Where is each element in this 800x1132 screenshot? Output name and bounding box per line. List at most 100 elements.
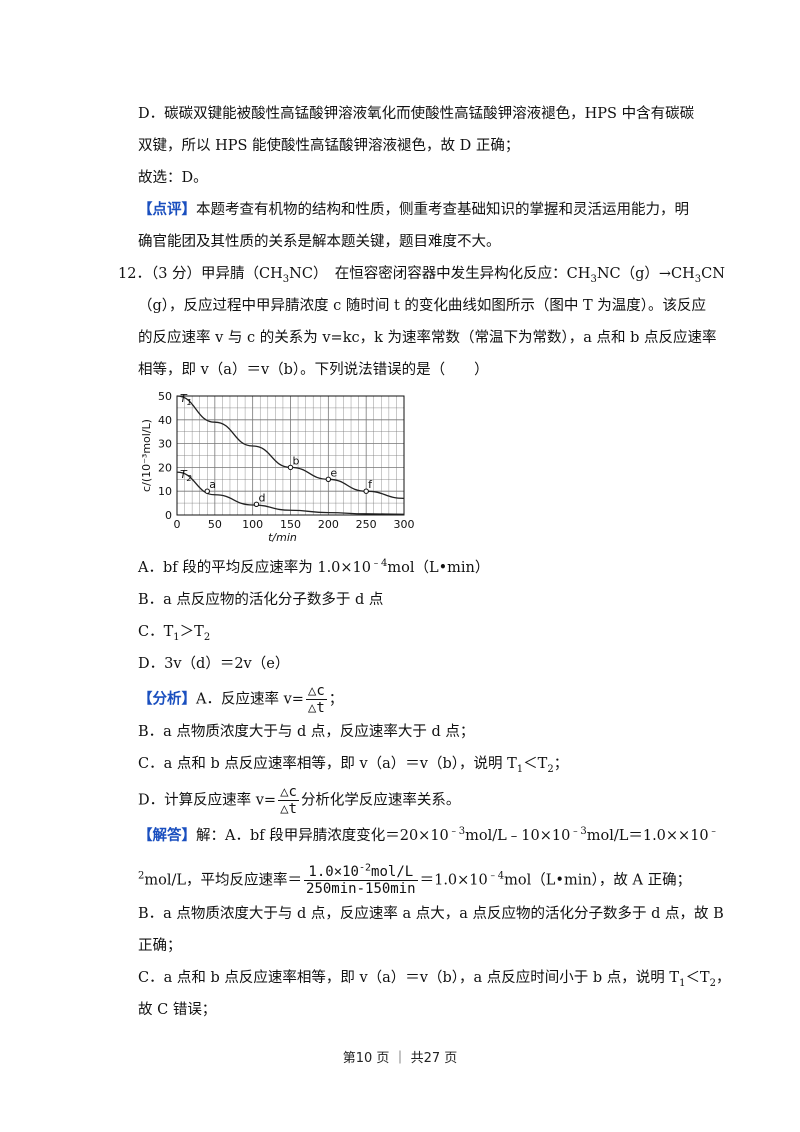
question-12-line-3: 的反应速率 v 与 c 的关系为 v=kc，k 为速率常数（常温下为常数），a … bbox=[138, 330, 717, 346]
analysis-line-b: B．a 点物质浓度大于与 d 点，反应速率大于 d 点； bbox=[138, 724, 475, 740]
x-tick-label: 200 bbox=[318, 518, 339, 531]
answer-c-line-2: 故 C 错误； bbox=[138, 1002, 217, 1018]
q12-text-c: NC（g）→CH bbox=[596, 266, 695, 282]
option-d-explanation-line-2: 双键，所以 HPS 能使酸性高锰酸钾溶液褪色，故 D 正确； bbox=[138, 138, 520, 154]
option-d-explanation-line-1: D．碳碳双键能被酸性高锰酸钾溶液氧化而使酸性高锰酸钾溶液褪色，HPS 中含有碳碳 bbox=[138, 106, 695, 122]
answer-text-2c: mol（L•min），故 A 正确； bbox=[504, 872, 692, 889]
answer-line-1: 【解答】解：A．bf 段甲异腈浓度变化＝20×10﹣3mol/L﹣10×10﹣3… bbox=[138, 826, 719, 846]
analysis-c-text: C．a 点和 b 点反应速率相等，即 v（a）＝v（b），说明 T bbox=[138, 756, 517, 772]
x-tick-label: 300 bbox=[394, 518, 415, 531]
analysis-tag: 【分析】 bbox=[138, 690, 196, 708]
answer-choice: 故选：D。 bbox=[138, 170, 208, 186]
y-tick-label: 10 bbox=[158, 485, 172, 498]
rate-fraction: △c △t bbox=[305, 683, 327, 716]
q12-text-b: NC） 在恒容密闭容器中发生异构化反应：CH bbox=[289, 266, 591, 282]
x-tick-label: 150 bbox=[280, 518, 301, 531]
series-line-t2 bbox=[176, 471, 405, 515]
x-tick-label: 250 bbox=[356, 518, 377, 531]
option-c-text-2: ＞T bbox=[179, 624, 204, 640]
series-label-t1: T1 bbox=[180, 392, 192, 407]
analysis-c-text-2: ＜T bbox=[523, 756, 548, 772]
point-label-d: d bbox=[258, 491, 265, 504]
answer-text-2b: ＝1.0×10 bbox=[419, 872, 488, 889]
fraction-numerator-unit: mol/L bbox=[371, 864, 414, 880]
analysis-line-d: D．计算反应速率 v= △c △t 分析化学反应速率关系。 bbox=[138, 784, 460, 817]
analysis-a-suffix: ； bbox=[328, 691, 344, 708]
analysis-a-text: A．反应速率 v= bbox=[196, 691, 304, 708]
x-tick-label: 0 bbox=[174, 518, 181, 531]
answer-c-text: C．a 点和 b 点反应速率相等，即 v（a）＝v（b），a 点反应时间小于 b… bbox=[138, 970, 680, 986]
superscript: ﹣3 bbox=[448, 826, 466, 838]
answer-c-text-2: ＜T bbox=[685, 970, 710, 986]
x-axis-label: t/min bbox=[268, 531, 297, 542]
superscript: ﹣4 bbox=[487, 870, 505, 882]
fraction-numerator: △c bbox=[278, 784, 299, 801]
point-label-e: e bbox=[330, 466, 337, 479]
answer-b-line-1: B．a 点物质浓度大于与 d 点，反应速率 a 点大，a 点反应物的活化分子数多… bbox=[138, 906, 724, 922]
data-point-f bbox=[363, 488, 369, 494]
option-c: C．T1＞T2 bbox=[138, 622, 210, 642]
y-tick-label: 20 bbox=[158, 461, 172, 474]
data-point-a bbox=[204, 488, 210, 494]
rate-fraction: △c △t bbox=[278, 784, 299, 817]
subscript: 2 bbox=[709, 977, 716, 989]
answer-b-line-2: 正确； bbox=[138, 938, 182, 954]
review-line-1: 【点评】本题考查有机物的结构和性质，侧重考查基础知识的掌握和灵活运用能力，明 bbox=[138, 200, 689, 220]
option-a-unit: mol（L•min） bbox=[387, 560, 490, 576]
subscript: 3 bbox=[590, 273, 597, 285]
x-tick-label: 50 bbox=[208, 518, 222, 531]
q12-text-a: 12．（3 分）甲异腈（CH bbox=[118, 266, 283, 282]
y-tick-label: 40 bbox=[158, 414, 172, 427]
option-a: A．bf 段的平均反应速率为 1.0×10﹣4mol（L•min） bbox=[138, 558, 489, 578]
review-text-1: 本题考查有机物的结构和性质，侧重考查基础知识的掌握和灵活运用能力，明 bbox=[196, 202, 689, 218]
option-d: D．3v（d）＝2v（e） bbox=[138, 656, 290, 672]
series-label-subscript: 2 bbox=[187, 474, 192, 483]
y-tick-label: 30 bbox=[158, 438, 172, 451]
data-point-e bbox=[325, 476, 332, 483]
option-a-text: A．bf 段的平均反应速率为 1.0×10 bbox=[138, 560, 371, 576]
point-label-b: b bbox=[293, 454, 300, 467]
series-label-subscript: 1 bbox=[187, 398, 192, 407]
question-12-line-4: 相等，即 v（a）＝v（b）。下列说法错误的是（ ） bbox=[138, 362, 489, 378]
y-axis-label: c/(10⁻³mol/L) bbox=[140, 419, 153, 492]
review-line-2: 确官能团及其性质的关系是解本题关键，题目难度不大。 bbox=[138, 234, 501, 250]
page-footer: 第10 页 ｜ 共27 页 bbox=[342, 1051, 458, 1066]
subscript: 3 bbox=[282, 273, 290, 285]
answer-c-line-1: C．a 点和 b 点反应速率相等，即 v（a）＝v（b），a 点反应时间小于 b… bbox=[138, 968, 730, 988]
subscript: 2 bbox=[547, 763, 554, 775]
y-tick-label: 50 bbox=[158, 390, 172, 403]
answer-c-suffix: ， bbox=[715, 970, 731, 986]
answer-fraction: 1.0×10-2mol/L 250min-150min bbox=[304, 862, 418, 897]
analysis-d-text: D．计算反应速率 v= bbox=[138, 792, 277, 809]
question-12-line-1: 12．（3 分）甲异腈（CH3NC） 在恒容密闭容器中发生异构化反应：CH3NC… bbox=[118, 264, 725, 284]
answer-text-2a: mol/L，平均反应速率＝ bbox=[144, 872, 303, 889]
plot-frame bbox=[176, 395, 405, 516]
concentration-time-chart: 0 50 100 150 200 250 300 0 10 20 30 40 50 t/min c/(10⁻… bbox=[140, 390, 415, 542]
review-tag: 【点评】 bbox=[138, 201, 196, 218]
point-label-f: f bbox=[368, 478, 373, 491]
q12-text-d: CN bbox=[701, 266, 725, 282]
fraction-numerator-value: 1.0×10 bbox=[308, 864, 359, 880]
option-c-text: C．T bbox=[138, 624, 174, 640]
subscript: 1 bbox=[173, 631, 180, 643]
data-point-d bbox=[253, 501, 260, 507]
y-tick-label: 0 bbox=[165, 509, 172, 522]
answer-text-c: mol/L＝1.0××10 bbox=[586, 828, 709, 844]
fraction-denominator: △t bbox=[280, 801, 297, 817]
fraction-denominator: 250min-150min bbox=[306, 881, 416, 897]
analysis-line-c: C．a 点和 b 点反应速率相等，即 v（a）＝v（b），说明 T1＜T2； bbox=[138, 754, 568, 774]
fraction-numerator: 1.0×10-2mol/L bbox=[304, 862, 418, 881]
question-12-line-2: （g），反应过程中甲异腈浓度 c 随时间 t 的变化曲线如图所示（图中 T 为温… bbox=[138, 298, 707, 314]
x-tick-label: 100 bbox=[242, 518, 263, 531]
superscript: -2 bbox=[358, 862, 372, 874]
data-point-b bbox=[287, 464, 294, 471]
fraction-numerator: △c bbox=[305, 683, 327, 700]
point-label-a: a bbox=[209, 478, 216, 491]
answer-line-2: 2mol/L，平均反应速率＝ 1.0×10-2mol/L 250min-150min… bbox=[138, 862, 692, 897]
analysis-line-a: 【分析】A．反应速率 v= △c △t； bbox=[138, 683, 343, 716]
subscript: 2 bbox=[203, 631, 211, 643]
analysis-d-text-2: 分析化学反应速率关系。 bbox=[300, 792, 461, 809]
superscript: ﹣ bbox=[708, 826, 719, 838]
superscript: ﹣3 bbox=[570, 826, 587, 838]
subscript: 3 bbox=[694, 273, 702, 285]
